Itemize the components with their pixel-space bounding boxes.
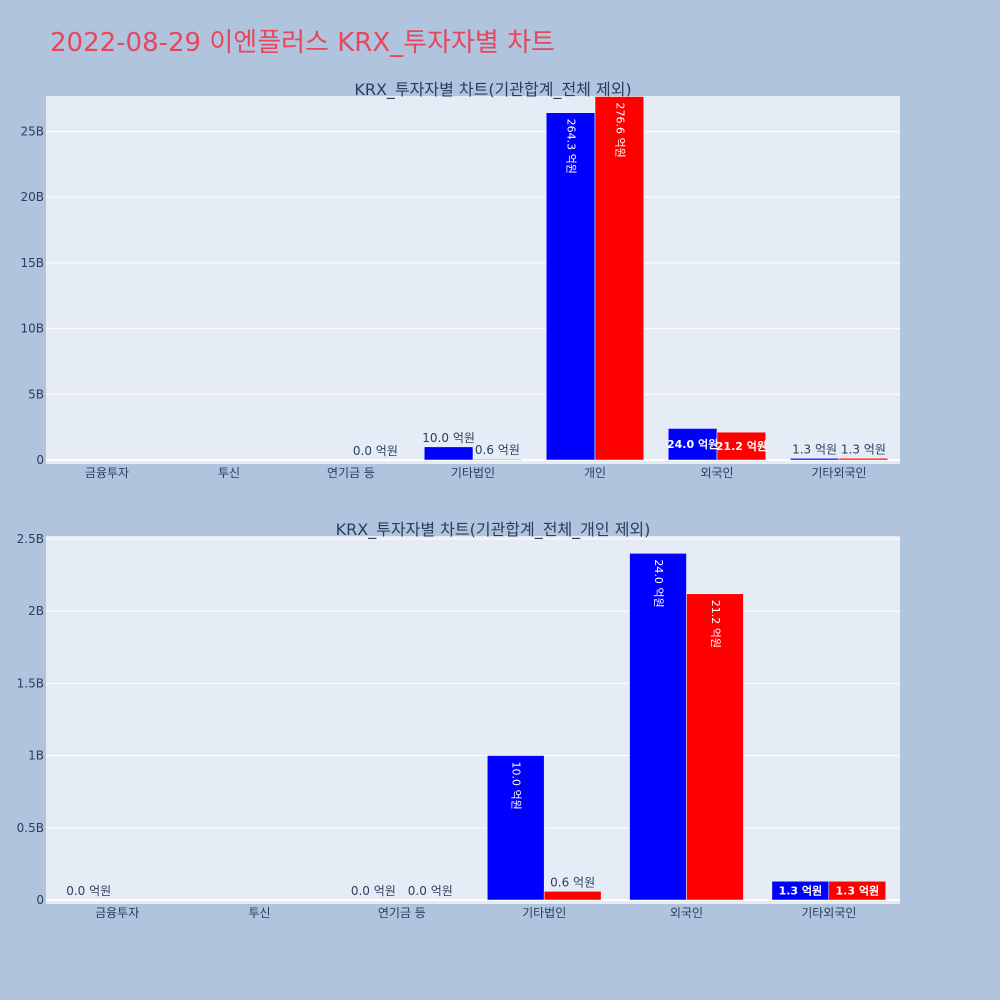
bar xyxy=(543,891,602,901)
x-tick-label: 기타외국인 xyxy=(801,906,856,920)
x-tick-label: 외국인 xyxy=(700,466,733,480)
x-tick-label: 금융투자 xyxy=(95,906,139,920)
data-label: 264.3 억원 xyxy=(565,119,578,174)
x-tick-label: 기타외국인 xyxy=(811,466,866,480)
data-label: 0.0 억원 xyxy=(66,884,111,898)
data-label: 1.3 억원 xyxy=(841,442,886,456)
x-tick-label: 투신 xyxy=(248,906,270,920)
y-tick-label: 15B xyxy=(20,256,44,270)
y-tick-label: 0.5B xyxy=(17,821,44,835)
x-tick-label: 연기금 등 xyxy=(378,906,426,920)
data-label: 0.0 억원 xyxy=(351,884,396,898)
data-label: 10.0 억원 xyxy=(510,762,523,810)
data-label: 21.2 억원 xyxy=(709,600,722,648)
y-tick-label: 5B xyxy=(28,387,44,401)
chart-title: KRX_투자자별 차트(기관합계_전체 제외) xyxy=(354,80,631,100)
data-label: 21.2 억원 xyxy=(716,439,767,453)
chart-top: 0 5B 10B 15B 20B 25B KRX_투자자별 차트(기관합계_전체 제외) 금융… xyxy=(20,80,900,480)
x-tick-label: 연기금 등 xyxy=(327,466,375,480)
data-label: 1.3 억원 xyxy=(779,884,823,898)
x-tick-label: 개인 xyxy=(584,466,606,480)
bar xyxy=(838,458,889,461)
x-tick-label: 외국인 xyxy=(670,906,703,920)
y-tick-label: 10B xyxy=(20,322,44,336)
x-tick-label: 투신 xyxy=(218,466,240,480)
y-tick-label: 0 xyxy=(36,453,44,467)
bar xyxy=(667,428,718,461)
data-label: 0.0 억원 xyxy=(353,444,398,458)
y-tick-label: 2.5B xyxy=(17,532,44,546)
bar xyxy=(828,880,887,901)
x-tick-label: 기타법인 xyxy=(451,466,495,480)
chart-title: KRX_투자자별 차트(기관합계_전체_개인 제외) xyxy=(336,520,651,540)
plot-area xyxy=(46,96,900,464)
data-label: 10.0 억원 xyxy=(422,431,475,445)
y-tick-label: 25B xyxy=(20,124,44,138)
bar xyxy=(716,431,767,461)
data-label: 0.0 억원 xyxy=(408,884,453,898)
bar xyxy=(629,553,687,901)
y-tick-label: 1B xyxy=(28,749,44,763)
bar xyxy=(789,458,840,461)
y-tick-label: 1.5B xyxy=(17,676,44,690)
plot-area xyxy=(46,536,900,904)
data-label: 24.0 억원 xyxy=(667,437,718,451)
bar xyxy=(594,96,645,461)
bar xyxy=(423,446,474,461)
chart-bottom: 0 0.5B 1B 1.5B 2B 2.5B KRX_투자자별 차트(기관합계_전체_개인 … xyxy=(17,520,900,920)
data-label: 1.3 억원 xyxy=(792,442,837,456)
y-tick-label: 0 xyxy=(36,893,44,907)
data-label: 1.3 억원 xyxy=(836,884,880,898)
data-label: 0.6 억원 xyxy=(475,443,520,457)
page-title: 2022-08-29 이엔플러스 KRX_투자자별 차트 xyxy=(50,28,555,58)
x-tick-label: 기타법인 xyxy=(522,906,566,920)
y-tick-label: 2B xyxy=(28,604,44,618)
data-label: 24.0 억원 xyxy=(652,559,665,607)
x-tick-label: 금융투자 xyxy=(85,466,129,480)
bar xyxy=(486,755,545,901)
data-label: 0.6 억원 xyxy=(550,875,595,889)
data-label: 276.6 억원 xyxy=(613,103,626,158)
bar xyxy=(686,593,744,901)
y-tick-label: 20B xyxy=(20,190,44,204)
bar xyxy=(472,458,523,461)
